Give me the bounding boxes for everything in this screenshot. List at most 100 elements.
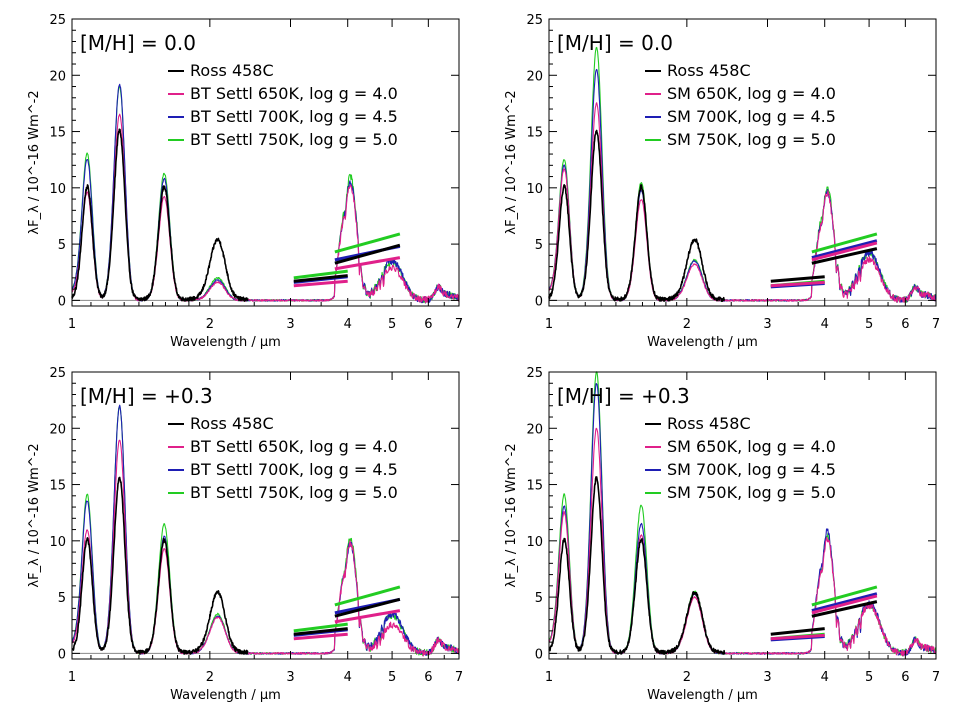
- y-tick-label: 0: [58, 294, 66, 309]
- metallicity-label: [M/H] = 0.0: [80, 31, 196, 55]
- metallicity-label: [M/H] = +0.3: [557, 384, 690, 408]
- legend-entry-3: SM 700K, log g = 4.5: [645, 107, 836, 126]
- photometry-segment-1-1: [293, 627, 348, 636]
- x-tick-label: 6: [424, 670, 432, 685]
- y-tick-label: 0: [535, 647, 543, 662]
- y-tick-label: 10: [526, 182, 543, 197]
- y-axis-label: λF_λ / 10^-16 Wm^-2: [504, 90, 519, 234]
- x-tick-label: 6: [901, 317, 909, 332]
- legend-label: BT Settl 700K, log g = 4.5: [190, 460, 398, 479]
- legend-label: SM 700K, log g = 4.5: [667, 460, 836, 479]
- x-tick-label: 4: [821, 670, 829, 685]
- photometry-segment-4-1: [293, 269, 348, 280]
- series-line-1: [71, 128, 249, 302]
- photometry-segment-4-1: [293, 622, 348, 633]
- legend-label: SM 700K, log g = 4.5: [667, 107, 836, 126]
- y-tick-label: 20: [49, 422, 66, 437]
- legend-entry-1: Ross 458C: [645, 414, 751, 433]
- photometry-segment-1-2: [334, 243, 401, 265]
- y-tick-label: 0: [535, 294, 543, 309]
- x-tick-label: 4: [344, 317, 352, 332]
- series-line-1: [548, 129, 726, 302]
- photometry-segment-2-1: [770, 280, 825, 288]
- photometry-segment-1-2: [811, 600, 878, 618]
- x-tick-label: 7: [455, 317, 463, 332]
- legend-entry-4: SM 750K, log g = 5.0: [645, 130, 836, 149]
- legend-label: Ross 458C: [190, 414, 274, 433]
- plot-frame: [71, 371, 460, 660]
- metallicity-label: [M/H] = 0.0: [557, 31, 673, 55]
- y-tick-label: 5: [535, 591, 543, 606]
- photometry-segment-2-1: [293, 279, 348, 288]
- photometry-segment-2-2: [334, 256, 401, 271]
- photometry-segment-2-1: [293, 632, 348, 641]
- legend-label: SM 650K, log g = 4.0: [667, 437, 836, 456]
- chart-panel-4: 1 2 3 4 5 6 7 0 5 10 15 20 25 Wavelength / μm λF_λ / 1…: [504, 366, 940, 703]
- x-axis-label: Wavelength / μm: [170, 335, 281, 350]
- legend-entry-1: Ross 458C: [168, 61, 274, 80]
- photometry-segment-4-2: [334, 232, 401, 254]
- plot-frame: [71, 18, 460, 307]
- x-tick-label: 3: [286, 317, 294, 332]
- legend-entry-3: BT Settl 700K, log g = 4.5: [168, 107, 398, 126]
- y-tick-label: 25: [49, 13, 66, 28]
- x-tick-label: 6: [901, 670, 909, 685]
- x-tick-label: 1: [545, 670, 553, 685]
- y-tick-label: 15: [49, 126, 66, 141]
- legend-label: BT Settl 700K, log g = 4.5: [190, 107, 398, 126]
- series-line-2: [71, 113, 460, 304]
- photometry-segment-2-2: [811, 241, 878, 262]
- x-axis-label: Wavelength / μm: [170, 688, 281, 703]
- x-tick-label: 6: [424, 317, 432, 332]
- chart-panel-1: 1 2 3 4 5 6 7 0 5 10 15 20 25 Wavelength / μm λF_λ / 1…: [27, 13, 463, 350]
- legend-label: BT Settl 650K, log g = 4.0: [190, 437, 398, 456]
- legend-label: BT Settl 750K, log g = 5.0: [190, 130, 398, 149]
- legend-entry-2: SM 650K, log g = 4.0: [645, 84, 836, 103]
- legend-label: Ross 458C: [667, 414, 751, 433]
- chart-panel-3: 1 2 3 4 5 6 7 0 5 10 15 20 25 Wavelength / μm λF_λ / 1…: [27, 366, 463, 703]
- legend-entry-3: BT Settl 700K, log g = 4.5: [168, 460, 398, 479]
- y-tick-label: 5: [58, 591, 66, 606]
- series-line-1: [548, 476, 726, 655]
- metallicity-label: [M/H] = +0.3: [80, 384, 213, 408]
- photometry-segment-1-2: [334, 597, 401, 618]
- photometry-segment-3-2: [811, 239, 878, 260]
- legend-entry-2: BT Settl 650K, log g = 4.0: [168, 84, 398, 103]
- y-tick-label: 25: [526, 366, 543, 381]
- legend-label: SM 750K, log g = 5.0: [667, 483, 836, 502]
- y-tick-label: 25: [49, 366, 66, 381]
- x-tick-label: 5: [865, 670, 873, 685]
- legend-label: SM 650K, log g = 4.0: [667, 84, 836, 103]
- y-tick-label: 20: [526, 422, 543, 437]
- y-tick-label: 10: [49, 535, 66, 550]
- x-tick-label: 2: [683, 317, 691, 332]
- photometry-segment-1-1: [770, 275, 825, 283]
- legend-label: BT Settl 750K, log g = 5.0: [190, 483, 398, 502]
- photometry-segment-4-2: [811, 232, 878, 254]
- x-axis-label: Wavelength / μm: [647, 335, 758, 350]
- y-axis-label: λF_λ / 10^-16 Wm^-2: [27, 90, 42, 234]
- legend-entry-1: Ross 458C: [645, 61, 751, 80]
- photometry-segment-1-1: [293, 274, 348, 283]
- photometry-segment-2-1: [770, 633, 825, 641]
- y-tick-label: 15: [526, 479, 543, 494]
- y-tick-label: 5: [535, 238, 543, 253]
- y-tick-label: 20: [526, 69, 543, 84]
- plot-frame: [548, 18, 937, 307]
- x-tick-label: 2: [206, 670, 214, 685]
- y-tick-label: 10: [49, 182, 66, 197]
- legend-entry-4: BT Settl 750K, log g = 5.0: [168, 130, 398, 149]
- x-tick-label: 3: [286, 670, 294, 685]
- y-tick-label: 10: [526, 535, 543, 550]
- legend-entry-1: Ross 458C: [168, 414, 274, 433]
- photometry-segment-3-2: [811, 592, 878, 613]
- series-line-1: [71, 476, 249, 655]
- x-tick-label: 3: [763, 317, 771, 332]
- photometry-segment-1-2: [811, 247, 878, 265]
- legend-entry-2: SM 650K, log g = 4.0: [645, 437, 836, 456]
- x-tick-label: 5: [388, 317, 396, 332]
- y-tick-label: 0: [58, 647, 66, 662]
- x-tick-label: 2: [206, 317, 214, 332]
- legend-entry-4: SM 750K, log g = 5.0: [645, 483, 836, 502]
- x-tick-label: 1: [68, 317, 76, 332]
